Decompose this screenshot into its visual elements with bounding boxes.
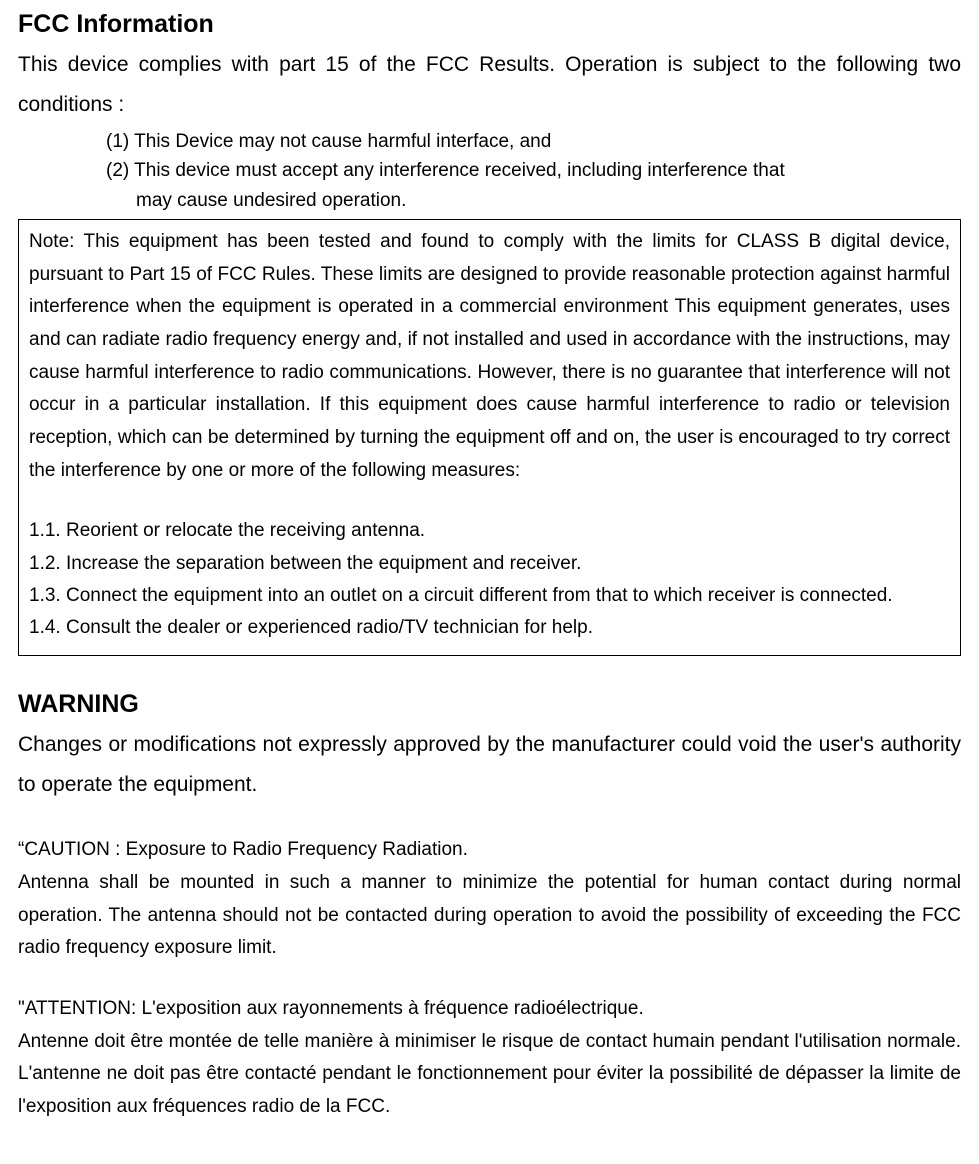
note-measure-2: 1.2. Increase the separation between the… [29,548,950,580]
attention-body: Antenne doit être montée de telle manièr… [18,1026,961,1124]
caution-heading: “CAUTION : Exposure to Radio Frequency R… [18,834,961,867]
fcc-heading: FCC Information [18,10,961,39]
note-box: Note: This equipment has been tested and… [18,219,961,656]
note-text: Note: This equipment has been tested and… [29,226,950,487]
fcc-condition-2-cont: may cause undesired operation. [18,186,961,215]
fcc-intro: This device complies with part 15 of the… [18,45,961,125]
caution-body: Antenna shall be mounted in such a manne… [18,867,961,965]
note-measure-3: 1.3. Connect the equipment into an outle… [29,580,950,612]
fcc-conditions: (1) This Device may not cause harmful in… [18,127,961,215]
fcc-condition-2: (2) This device must accept any interfer… [18,156,961,185]
warning-body: Changes or modifications not expressly a… [18,725,961,805]
note-measure-4: 1.4. Consult the dealer or experienced r… [29,612,950,644]
note-measure-1: 1.1. Reorient or relocate the receiving … [29,515,950,547]
attention-heading: "ATTENTION: L'exposition aux rayonnement… [18,993,961,1026]
warning-heading: WARNING [18,690,961,719]
fcc-condition-1: (1) This Device may not cause harmful in… [18,127,961,156]
note-spacer [29,487,950,515]
